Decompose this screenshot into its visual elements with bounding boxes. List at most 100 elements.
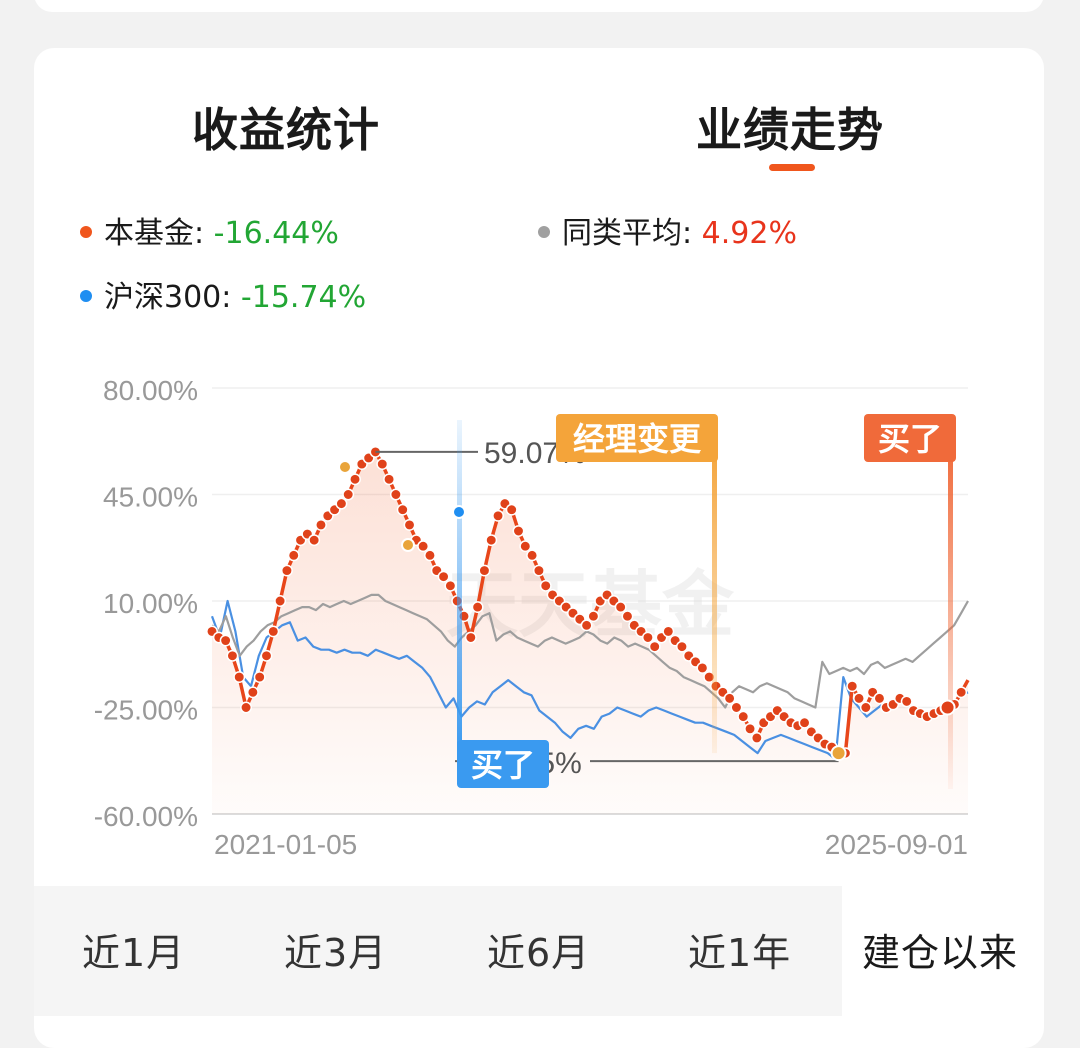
fund-point [280,564,293,577]
buy-marker-line-right [948,444,953,789]
legend-fund-name: 本基金 [104,216,194,251]
range-since-inception[interactable]: 建仓以来 [862,931,1019,975]
fund-point [873,692,886,705]
fund-point [226,649,239,662]
fund-point [260,649,273,662]
buy-marker-label-left: 买了 [471,747,535,783]
fund-point [315,518,327,531]
fund-point [519,540,532,553]
tab-performance-trend[interactable]: 业绩走势 [696,103,884,157]
fund-point [696,661,709,674]
series-line-category-average [211,593,969,709]
y-tick-label: 45.00% [103,482,198,513]
buy-marker-flag-right [864,414,956,462]
fund-point [744,722,757,735]
legend-avg-dot [538,225,550,238]
fund-point [389,488,402,501]
x-tick-label-end: 2025-09-01 [825,829,968,860]
fund-point [471,601,484,614]
manager-change-flag [556,414,718,462]
fund-point [417,540,430,553]
buy-marker-line-left [457,420,462,755]
fund-point [478,564,491,577]
fund-point [730,701,743,714]
legend-fund-dot [80,225,92,238]
y-tick-label: 80.00% [103,375,198,406]
tab-return-stats[interactable]: 收益统计 [192,103,380,157]
range-1-month[interactable]: 近1月 [82,931,186,975]
fund-point [376,458,389,471]
fund-point [505,503,518,516]
buy-point-left [452,505,466,519]
fund-point [750,731,763,744]
range-3-months[interactable]: 近3月 [284,931,388,975]
fund-point [219,634,232,647]
legend-hs300: 沪深300: -15.74% [80,272,366,316]
y-tick-label: -60.00% [94,801,198,832]
fund-point [614,601,627,614]
fund-point [403,518,416,531]
fund-point [532,564,545,577]
fund-point [641,631,654,644]
range-6-months[interactable]: 近6月 [487,931,591,975]
fund-point [900,695,913,708]
fund-point [233,671,246,684]
peak-marker-point [338,460,352,474]
manager-change-point [830,745,847,762]
manager-change-line [712,444,717,754]
fund-point [723,692,736,705]
fund-point [383,473,396,486]
y-tick-label: 10.00% [103,588,198,619]
fund-point [335,497,348,510]
legend-fund: 本基金: -16.44% [80,208,339,252]
legend-avg-value: 4.92% [701,216,797,251]
fund-point [580,619,593,632]
series-line-hs300 [210,599,969,761]
fund-point [539,579,552,592]
time-range-selector [34,886,842,1016]
fund-point [492,509,505,522]
fund-point [662,625,675,638]
fund-point [423,549,436,562]
fund-point [485,534,498,547]
fund-point [267,625,280,638]
fund-point [675,640,688,653]
legend-hs300-dot [80,289,92,302]
fund-point [246,686,259,699]
fund-point [526,549,539,562]
performance-chart[interactable]: 80.00% 45.00% 10.00% -25.00% -60.00% 2021-01… [0,360,1080,870]
fund-point [308,534,321,547]
y-tick-label: -25.00% [94,695,198,726]
x-axis-ticks: 2021-01-05 2025-09-01 [214,829,968,860]
active-tab-indicator [769,164,815,171]
fund-point [464,631,477,644]
fund-point [444,579,457,592]
secondary-marker-point [401,538,415,552]
fund-point [798,716,811,729]
fund-point [853,692,865,705]
legend-avg-name: 同类平均 [562,216,682,251]
fund-point [648,640,661,653]
fund-point [253,671,266,684]
fund-point [396,503,409,516]
fund-point [587,610,600,623]
fund-point [737,710,750,723]
legend-category-average: 同类平均: 4.92% [538,208,797,252]
fund-point [955,686,968,699]
fund-point [621,610,634,623]
previous-card [34,0,1044,12]
legend-hs300-value: -15.74% [240,280,367,315]
buy-point-right [939,699,956,716]
range-1-year[interactable]: 近1年 [688,931,792,975]
fund-point [859,701,872,714]
fund-point [274,595,287,607]
fund-point [437,570,450,583]
buy-marker-flag-left [457,740,549,788]
fund-point [240,701,253,714]
y-axis-ticks: 80.00% 45.00% 10.00% -25.00% -60.00% [94,375,198,832]
chart-series [206,445,970,814]
fund-point [287,549,300,562]
fund-point [342,488,355,501]
legend-hs300-name: 沪深300 [104,280,222,315]
